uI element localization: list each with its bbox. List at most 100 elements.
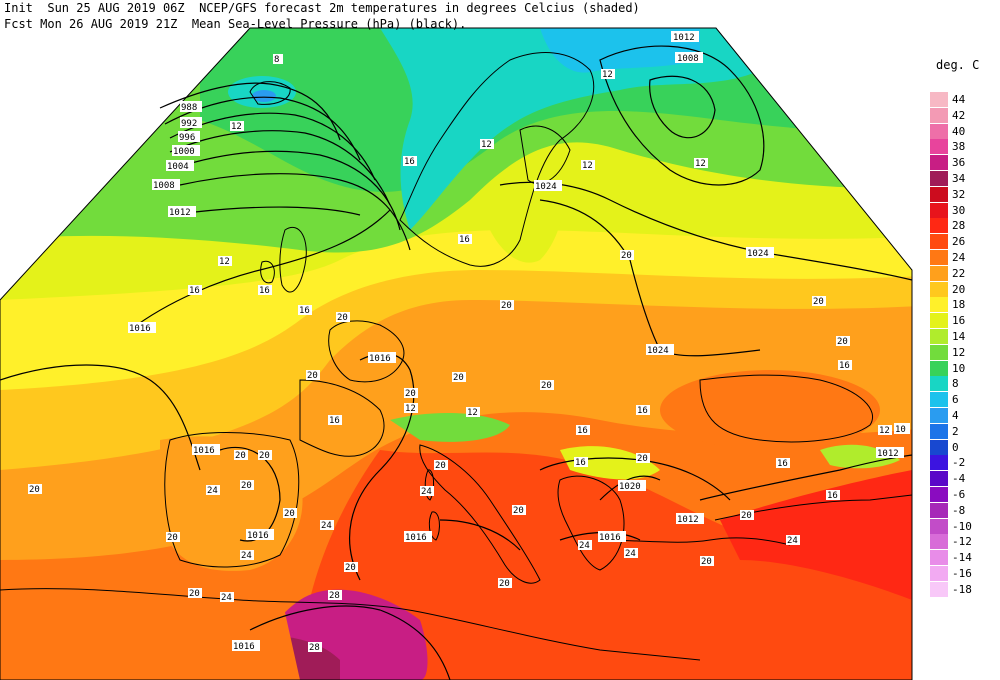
temp-label: 16 bbox=[827, 491, 838, 501]
temp-label: 20 bbox=[435, 461, 446, 471]
temp-label: 16 bbox=[404, 157, 415, 167]
legend-swatch bbox=[930, 171, 948, 186]
temp-label: 20 bbox=[189, 589, 200, 599]
legend-swatch bbox=[930, 139, 948, 155]
temp-label: 12 bbox=[481, 140, 492, 150]
header-line-2: Fcst Mon 26 AUG 2019 21Z Mean Sea-Level … bbox=[4, 17, 467, 31]
legend-label: 0 bbox=[952, 440, 959, 454]
temp-label: 20 bbox=[345, 563, 356, 573]
isobar-label: 1012 bbox=[677, 515, 699, 525]
legend-label: 30 bbox=[952, 203, 966, 217]
legend-label: -6 bbox=[952, 488, 966, 501]
legend-label: 42 bbox=[952, 108, 966, 122]
temp-label: 20 bbox=[235, 451, 246, 461]
isobar-label: 1016 bbox=[247, 531, 269, 541]
temp-label: 20 bbox=[405, 389, 416, 399]
legend-swatch bbox=[930, 502, 948, 518]
temp-label: 20 bbox=[453, 373, 464, 383]
isobar-label: 1008 bbox=[153, 181, 175, 191]
temp-label: 12 bbox=[582, 161, 593, 171]
isobar-label: 1024 bbox=[747, 249, 769, 259]
legend-swatch bbox=[930, 581, 948, 597]
legend-label: 36 bbox=[952, 156, 966, 170]
legend-label: -8 bbox=[952, 503, 966, 517]
temp-label: 16 bbox=[189, 286, 200, 296]
temp-label: 20 bbox=[337, 313, 348, 323]
isobar-labels: 1012 1008 988 992 996 1000 1004 1008 101… bbox=[128, 31, 910, 652]
legend-swatch bbox=[930, 408, 948, 423]
legend-swatch bbox=[930, 297, 948, 313]
isobar-label: 1012 bbox=[877, 449, 899, 459]
legend-label: 28 bbox=[952, 219, 966, 233]
isobar-label: 1012 bbox=[169, 208, 191, 218]
temp-label: 24 bbox=[787, 536, 798, 546]
temp-label: 16 bbox=[777, 459, 788, 469]
legend-swatch bbox=[930, 392, 948, 408]
temp-label: 20 bbox=[813, 297, 824, 307]
legend-swatch bbox=[930, 455, 948, 471]
temp-label: 12 bbox=[219, 257, 230, 267]
temp-label: 20 bbox=[501, 301, 512, 311]
temp-label: 24 bbox=[421, 487, 432, 497]
legend-swatch bbox=[930, 92, 948, 107]
temp-label: 16 bbox=[329, 416, 340, 426]
legend-label: 34 bbox=[952, 172, 966, 185]
header-line-1: Init Sun 25 AUG 2019 06Z NCEP/GFS foreca… bbox=[4, 1, 640, 15]
legend-swatch bbox=[930, 360, 948, 376]
temp-label: 20 bbox=[241, 481, 252, 491]
legend-label: -12 bbox=[952, 535, 972, 549]
temp-label: 20 bbox=[837, 337, 848, 347]
temp-label: 24 bbox=[221, 593, 232, 603]
isobar-label: 10 bbox=[895, 425, 906, 435]
legend-swatch bbox=[930, 534, 948, 550]
temp-label: 20 bbox=[499, 579, 510, 589]
legend-label: 14 bbox=[952, 330, 966, 343]
coastlines bbox=[0, 52, 913, 661]
legend-swatch bbox=[930, 313, 948, 329]
legend-label: -16 bbox=[952, 567, 972, 580]
legend-swatch bbox=[930, 265, 948, 281]
legend-label: -4 bbox=[952, 472, 966, 486]
temp-label: 24 bbox=[321, 521, 332, 531]
isobar-label: 996 bbox=[179, 133, 195, 143]
temp-label: 20 bbox=[307, 371, 318, 381]
isobar-label: 1016 bbox=[405, 533, 427, 543]
legend-label: -10 bbox=[952, 519, 972, 533]
temp-label: 24 bbox=[241, 551, 252, 561]
legend-label: -14 bbox=[952, 551, 972, 565]
temp-label: 20 bbox=[513, 506, 524, 516]
legend-label: 16 bbox=[952, 314, 966, 328]
temp-label: 20 bbox=[284, 509, 295, 519]
legend-swatch bbox=[930, 439, 948, 455]
isobar-label: 1016 bbox=[129, 324, 151, 334]
legend-label: 18 bbox=[952, 298, 966, 312]
legend-label: 8 bbox=[952, 377, 959, 391]
temp-label: 12 bbox=[467, 408, 478, 418]
legend-label: 44 bbox=[952, 93, 966, 106]
isobar-label: 1016 bbox=[369, 354, 391, 364]
temp-label: 16 bbox=[299, 306, 310, 316]
temp-label: 20 bbox=[621, 251, 632, 261]
legend-swatch bbox=[930, 250, 948, 265]
isobar-label: 1000 bbox=[173, 147, 195, 157]
legend-swatch bbox=[930, 155, 948, 171]
map-frame bbox=[0, 27, 913, 680]
temperature-labels: 8 12 12 16 12 12 12 16 12 16 16 16 20 20… bbox=[28, 54, 892, 653]
temp-label: 24 bbox=[625, 549, 636, 559]
isobars bbox=[0, 45, 913, 680]
temp-label: 12 bbox=[695, 159, 706, 169]
legend-label: 38 bbox=[952, 140, 966, 154]
legend-label: 22 bbox=[952, 266, 966, 280]
isobar-label: 1008 bbox=[677, 54, 699, 64]
isobar-label: 1016 bbox=[193, 446, 215, 456]
temp-label: 28 bbox=[329, 591, 340, 601]
legend-label: 10 bbox=[952, 361, 966, 375]
legend-title: deg. C bbox=[936, 58, 980, 72]
legend-swatch bbox=[930, 550, 948, 566]
temp-label: 12 bbox=[405, 404, 416, 414]
temp-label: 20 bbox=[701, 557, 712, 567]
temp-label: 16 bbox=[575, 458, 586, 468]
legend-swatch bbox=[930, 566, 948, 581]
temp-label: 16 bbox=[459, 235, 470, 245]
